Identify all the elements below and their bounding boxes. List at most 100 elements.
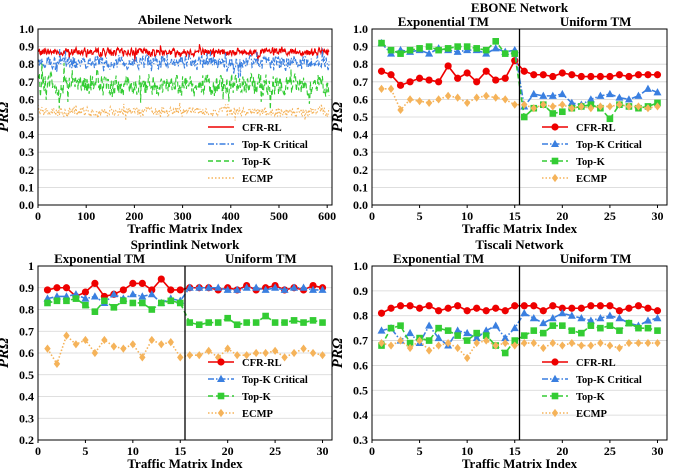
data-point-ecmp [319, 351, 326, 360]
section-label: Uniform TM [225, 251, 297, 266]
data-point-cfr_rl [482, 307, 490, 315]
data-point-topk [435, 324, 442, 332]
data-point-topk [309, 317, 317, 324]
data-point-topk [635, 324, 642, 332]
data-point-cfr_rl [615, 307, 624, 315]
data-point-topk [148, 306, 156, 313]
data-point-ecmp [597, 338, 604, 348]
legend-label-topk: Top-K [576, 392, 606, 403]
chart-tiscali: 0.3 0.4 0.5 0.6 0.7 0.8 0.9 1.0 0 5 10 15 20 25 30 Tisc… [330, 237, 668, 471]
legend-label-topk_critical: Top-K Critical [576, 140, 642, 151]
data-point-topk_critical [482, 326, 491, 334]
data-point-topk [425, 43, 433, 50]
y-tick-label: 0.2 [19, 163, 34, 177]
data-point-topk_critical [453, 326, 462, 334]
y-tick-label: 0.0 [19, 198, 34, 212]
data-point-cfr_rl [501, 307, 509, 315]
data-point-topk_critical [615, 314, 624, 322]
data-point-ecmp [549, 338, 557, 348]
x-tick-label: 10 [461, 444, 473, 458]
chart-abilene: 0.0 0.1 0.2 0.3 0.4 0.5 0.6 0.7 0.8 0.9 1.0 0 100 200… [0, 12, 336, 236]
data-point-topk [597, 324, 604, 332]
legend-label-cfr_rl: CFR-RL [576, 123, 616, 134]
legend-label-topk: Top-K [242, 392, 272, 403]
data-point-topk [176, 299, 184, 307]
data-point-cfr_rl [625, 304, 633, 312]
x-tick-label: 0 [369, 444, 375, 458]
data-point-cfr_rl [587, 302, 595, 310]
legend-label-ecmp: ECMP [576, 409, 607, 420]
x-tick-label: 25 [604, 444, 616, 458]
data-point-topk_critical [643, 84, 652, 92]
data-point-ecmp [644, 104, 652, 113]
data-point-ecmp [444, 91, 452, 100]
series-line-ecmp [38, 102, 330, 121]
data-point-ecmp [91, 348, 99, 358]
data-point-cfr_rl [53, 284, 61, 292]
data-point-ecmp [397, 105, 404, 115]
data-point-topk_critical [624, 95, 633, 103]
series-line-cfr_rl [38, 44, 330, 62]
data-point-ecmp [158, 340, 165, 349]
data-point-ecmp [482, 91, 490, 100]
legend-marker-cfr_rl [551, 358, 559, 366]
data-point-cfr_rl [377, 309, 386, 317]
legend-marker-ecmp [551, 173, 559, 183]
data-point-topk_critical [434, 333, 443, 342]
y-tick-label: 0.9 [353, 284, 368, 298]
data-point-topk [444, 327, 452, 334]
data-point-topk [397, 322, 404, 329]
x-tick-label: 10 [461, 209, 473, 223]
x-tick-label: 30 [317, 444, 329, 458]
data-point-topk [644, 324, 652, 332]
y-tick-label: 1.0 [19, 22, 34, 36]
y-tick-label: 0.6 [353, 92, 368, 106]
data-point-ecmp [568, 338, 576, 348]
data-point-topk_critical [634, 91, 643, 99]
data-point-ecmp [177, 353, 184, 362]
legend-marker-topk [217, 392, 225, 400]
data-point-ecmp [625, 338, 633, 348]
data-point-cfr_rl [463, 69, 471, 77]
data-point-ecmp [148, 335, 156, 345]
plot-area [43, 275, 327, 368]
data-point-topk [444, 45, 452, 52]
data-point-ecmp [473, 93, 480, 102]
data-point-topk [233, 321, 241, 329]
data-point-cfr_rl [387, 71, 395, 79]
data-point-cfr_rl [625, 72, 633, 81]
legend-marker-topk [551, 157, 559, 165]
data-point-cfr_rl [444, 304, 452, 312]
data-point-cfr_rl [634, 71, 643, 79]
data-point-topk_critical [596, 91, 605, 99]
data-point-topk_critical [185, 283, 194, 291]
y-tick-label: 0.8 [353, 309, 368, 323]
data-point-ecmp [644, 338, 652, 348]
data-point-topk_critical [653, 314, 662, 322]
data-point-cfr_rl [558, 304, 566, 312]
x-tick-label: 0 [369, 209, 375, 223]
data-point-topk [654, 327, 661, 334]
legend-label-topk: Top-K [576, 157, 606, 168]
data-point-ecmp [72, 340, 80, 349]
legend: CFR-RL Top-K Critical Top-K ECMP [542, 358, 642, 420]
y-tick-label: 0.4 [353, 128, 368, 142]
legend-marker-ecmp [217, 408, 225, 418]
data-point-ecmp [454, 343, 461, 353]
data-point-cfr_rl [415, 74, 424, 82]
y-tick-label: 0.3 [353, 145, 368, 159]
y-tick-label: 0.8 [353, 57, 368, 71]
data-point-ecmp [425, 346, 433, 355]
data-point-topk_critical [567, 98, 576, 106]
y-tick-label: 0.3 [19, 411, 34, 425]
data-point-cfr_rl [387, 304, 395, 312]
data-point-topk_critical [529, 314, 538, 322]
legend-marker-topk_critical [217, 374, 225, 382]
y-tick-label: 0.5 [19, 110, 34, 124]
data-point-cfr_rl [596, 302, 604, 310]
data-point-topk_critical [548, 91, 557, 99]
y-tick-label: 0.5 [353, 383, 368, 397]
y-axis-label: PRΩ [330, 338, 346, 368]
chart-title: Sprintlink Network [131, 237, 240, 252]
data-point-cfr_rl [644, 71, 652, 79]
